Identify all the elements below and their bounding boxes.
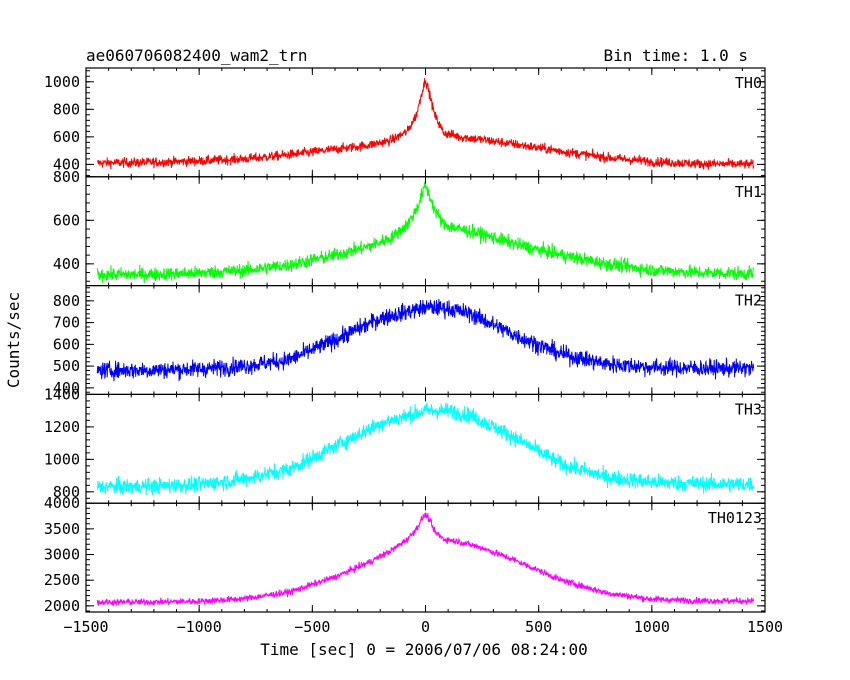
series-trace-th0123 [96, 512, 755, 607]
y-tick-label: 3500 [44, 520, 80, 538]
x-axis-label: Time [sec] 0 = 2006/07/06 08:24:00 [260, 640, 588, 659]
panel-frame [85, 285, 766, 396]
x-tick-label: −1000 [177, 618, 222, 636]
series-trace-th3 [96, 402, 755, 496]
y-axis-label: Counts/sec [4, 292, 23, 388]
y-tick-label: 400 [53, 379, 80, 397]
y-tick-label: 2500 [44, 571, 80, 589]
y-tick-label: 4000 [44, 494, 80, 512]
series-trace-th0 [96, 78, 755, 170]
panel-frame [85, 502, 766, 613]
chart-title-right: Bin time: 1.0 s [604, 46, 749, 65]
panel-label: TH2 [735, 292, 762, 310]
series-trace-th1 [96, 181, 755, 284]
y-tick-label: 700 [53, 314, 80, 332]
panel-label: TH1 [735, 183, 762, 201]
y-tick-label: 500 [53, 357, 80, 375]
panel-th1: TH1 400 600 800 [53, 168, 766, 287]
y-tick-label: 1000 [44, 73, 80, 91]
y-tick-label: 400 [53, 155, 80, 173]
y-tick-label: 600 [53, 335, 80, 353]
x-tick-label: −1500 [63, 618, 108, 636]
y-tick-label: 3000 [44, 546, 80, 564]
y-tick-label: 1400 [44, 385, 80, 403]
x-tick-label: 500 [525, 618, 552, 636]
y-tick-label: 1200 [44, 418, 80, 436]
y-tick-label: 2000 [44, 597, 80, 615]
y-tick-label: 600 [53, 211, 80, 229]
y-tick-label: 800 [53, 292, 80, 310]
series-trace-th2 [96, 298, 755, 382]
x-tick-labels: −1500 −1000 −500 0 500 1000 1500 [63, 618, 783, 636]
y-tick-label: 800 [53, 168, 80, 186]
x-tick-label: −500 [294, 618, 330, 636]
panel-th3: TH3 800 1000 1200 1400 [44, 385, 766, 504]
panel-label: TH0 [735, 74, 762, 92]
panel-th0123: TH0123 2000 2500 3000 3500 4000 [44, 494, 766, 615]
y-tick-label: 400 [53, 255, 80, 273]
panel-label: TH0123 [708, 509, 762, 527]
y-tick-label: 800 [53, 100, 80, 118]
x-tick-label: 1000 [634, 618, 670, 636]
panels-group: TH0 400 600 800 1000 TH1 400 600 800 TH2 400 500 600… [44, 67, 783, 636]
y-tick-label: 600 [53, 128, 80, 146]
panel-label: TH3 [735, 400, 762, 418]
chart-title-left: ae060706082400_wam2_trn [86, 46, 308, 65]
y-tick-label: 800 [53, 483, 80, 501]
panel-th2: TH2 400 500 600 700 800 [53, 285, 766, 397]
y-tick-label: 1000 [44, 450, 80, 468]
panel-th0: TH0 400 600 800 1000 [44, 67, 766, 178]
x-tick-label: 0 [421, 618, 430, 636]
x-tick-label: 1500 [747, 618, 783, 636]
